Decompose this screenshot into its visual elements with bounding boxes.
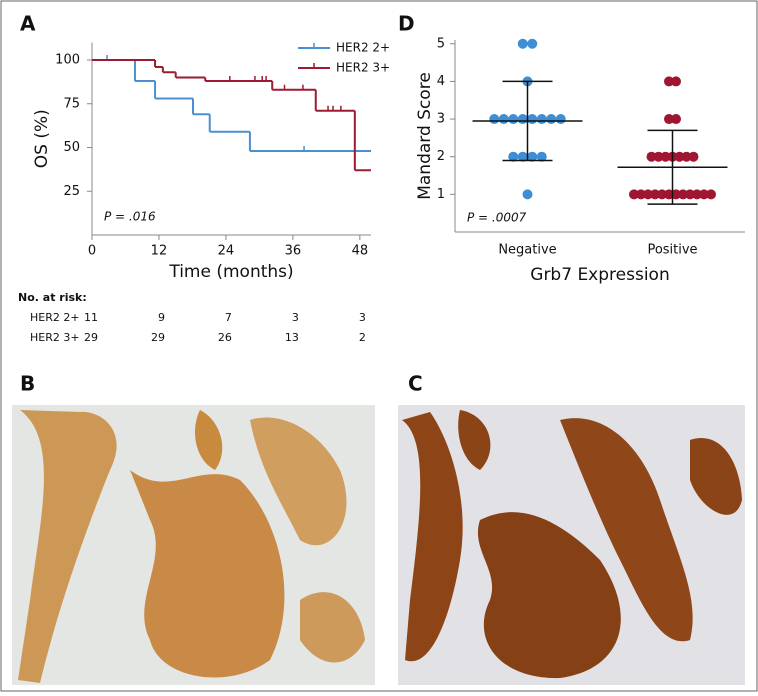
data-point bbox=[546, 114, 557, 125]
risk-count: 2 bbox=[359, 331, 366, 344]
data-point bbox=[688, 151, 699, 162]
panel-label: C bbox=[408, 372, 423, 396]
y-tick-label: 50 bbox=[63, 140, 80, 155]
x-tick-label: Negative bbox=[498, 243, 556, 258]
data-point bbox=[681, 151, 692, 162]
data-point bbox=[664, 76, 674, 87]
data-point bbox=[522, 189, 533, 200]
data-point bbox=[508, 114, 519, 125]
data-point bbox=[678, 189, 688, 200]
risk-count: 7 bbox=[225, 311, 232, 324]
x-tick-label: 0 bbox=[88, 244, 96, 259]
y-tick-label: 25 bbox=[63, 184, 80, 199]
data-point bbox=[527, 114, 538, 125]
data-point bbox=[555, 114, 566, 125]
data-point bbox=[498, 114, 509, 125]
risk-count: 29 bbox=[151, 331, 165, 344]
data-point bbox=[517, 38, 528, 49]
data-point bbox=[699, 189, 709, 200]
risk-table-title: No. at risk: bbox=[18, 291, 87, 304]
x-tick-label: Positive bbox=[647, 243, 697, 258]
image-b bbox=[12, 405, 375, 685]
data-point bbox=[671, 76, 681, 87]
x-tick-label: 36 bbox=[285, 244, 302, 259]
data-point bbox=[508, 151, 519, 162]
y-axis-label: OS (%) bbox=[32, 109, 52, 168]
data-point bbox=[685, 189, 695, 200]
risk-count: 29 bbox=[84, 331, 98, 344]
y-tick-label: 5 bbox=[437, 36, 445, 51]
data-point bbox=[489, 114, 500, 125]
data-point bbox=[660, 151, 671, 162]
risk-count: 9 bbox=[158, 311, 165, 324]
data-point bbox=[517, 114, 528, 125]
x-axis-label: Grb7 Expression bbox=[530, 265, 669, 285]
x-tick-label: 12 bbox=[151, 244, 168, 259]
risk-count: 13 bbox=[285, 331, 299, 344]
data-point bbox=[650, 189, 660, 200]
data-point bbox=[653, 151, 664, 162]
image-c bbox=[398, 405, 745, 685]
panel-label: D bbox=[398, 12, 415, 36]
y-tick-label: 4 bbox=[437, 74, 445, 89]
annotation: P = .0007 bbox=[467, 211, 527, 225]
risk-row-name: HER2 2+ bbox=[30, 311, 80, 324]
x-axis-label: Time (months) bbox=[168, 262, 293, 282]
y-tick-label: 1 bbox=[437, 187, 445, 202]
legend-label: HER2 3+ bbox=[336, 61, 390, 75]
risk-count: 11 bbox=[84, 311, 98, 324]
data-point bbox=[671, 189, 681, 200]
data-point bbox=[664, 189, 674, 200]
data-point bbox=[643, 189, 653, 200]
y-tick-label: 75 bbox=[63, 96, 80, 111]
data-point bbox=[646, 151, 657, 162]
x-tick-label: 48 bbox=[352, 244, 369, 259]
data-point bbox=[671, 114, 681, 125]
data-point bbox=[692, 189, 702, 200]
risk-count: 3 bbox=[292, 311, 299, 324]
data-point bbox=[636, 189, 646, 200]
data-point bbox=[674, 151, 685, 162]
data-point bbox=[536, 151, 547, 162]
y-tick-label: 2 bbox=[437, 149, 445, 164]
data-point bbox=[527, 38, 538, 49]
data-point bbox=[664, 114, 674, 125]
annotation: P = .016 bbox=[104, 210, 156, 224]
data-point bbox=[706, 189, 716, 200]
y-axis-label: Mandard Score bbox=[415, 72, 435, 200]
legend-label: HER2 2+ bbox=[336, 41, 390, 55]
data-point bbox=[536, 114, 547, 125]
panel-label: B bbox=[20, 372, 35, 396]
y-tick-label: 3 bbox=[437, 112, 445, 127]
data-point bbox=[517, 151, 528, 162]
x-tick-label: 24 bbox=[218, 244, 235, 259]
y-tick-label: 100 bbox=[55, 53, 80, 68]
risk-row-name: HER2 3+ bbox=[30, 331, 80, 344]
data-point bbox=[657, 189, 667, 200]
panel-label: A bbox=[20, 12, 36, 36]
risk-count: 3 bbox=[359, 311, 366, 324]
data-point bbox=[527, 151, 538, 162]
data-point bbox=[629, 189, 639, 200]
risk-count: 26 bbox=[218, 331, 232, 344]
